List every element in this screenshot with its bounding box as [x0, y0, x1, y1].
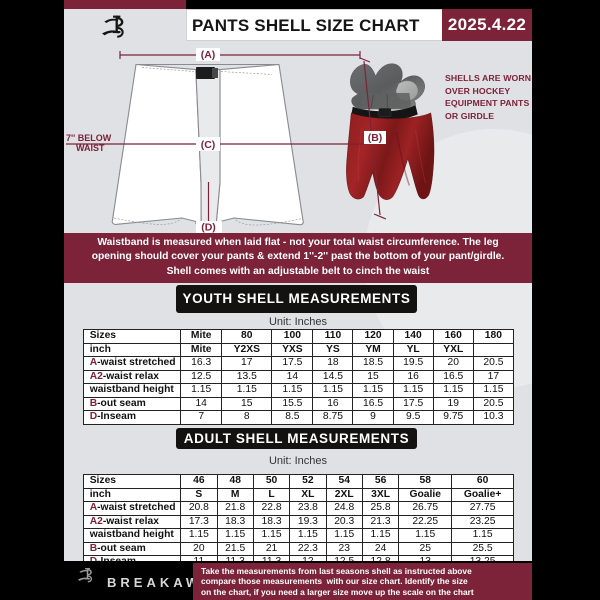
svg-text:WAIST: WAIST [76, 143, 105, 153]
svg-text:(A): (A) [201, 49, 216, 61]
svg-text:(C): (C) [201, 139, 216, 151]
svg-text:(B): (B) [368, 132, 383, 144]
svg-text:(D): (D) [201, 222, 216, 234]
svg-text:7'' BELOW: 7'' BELOW [66, 133, 112, 143]
